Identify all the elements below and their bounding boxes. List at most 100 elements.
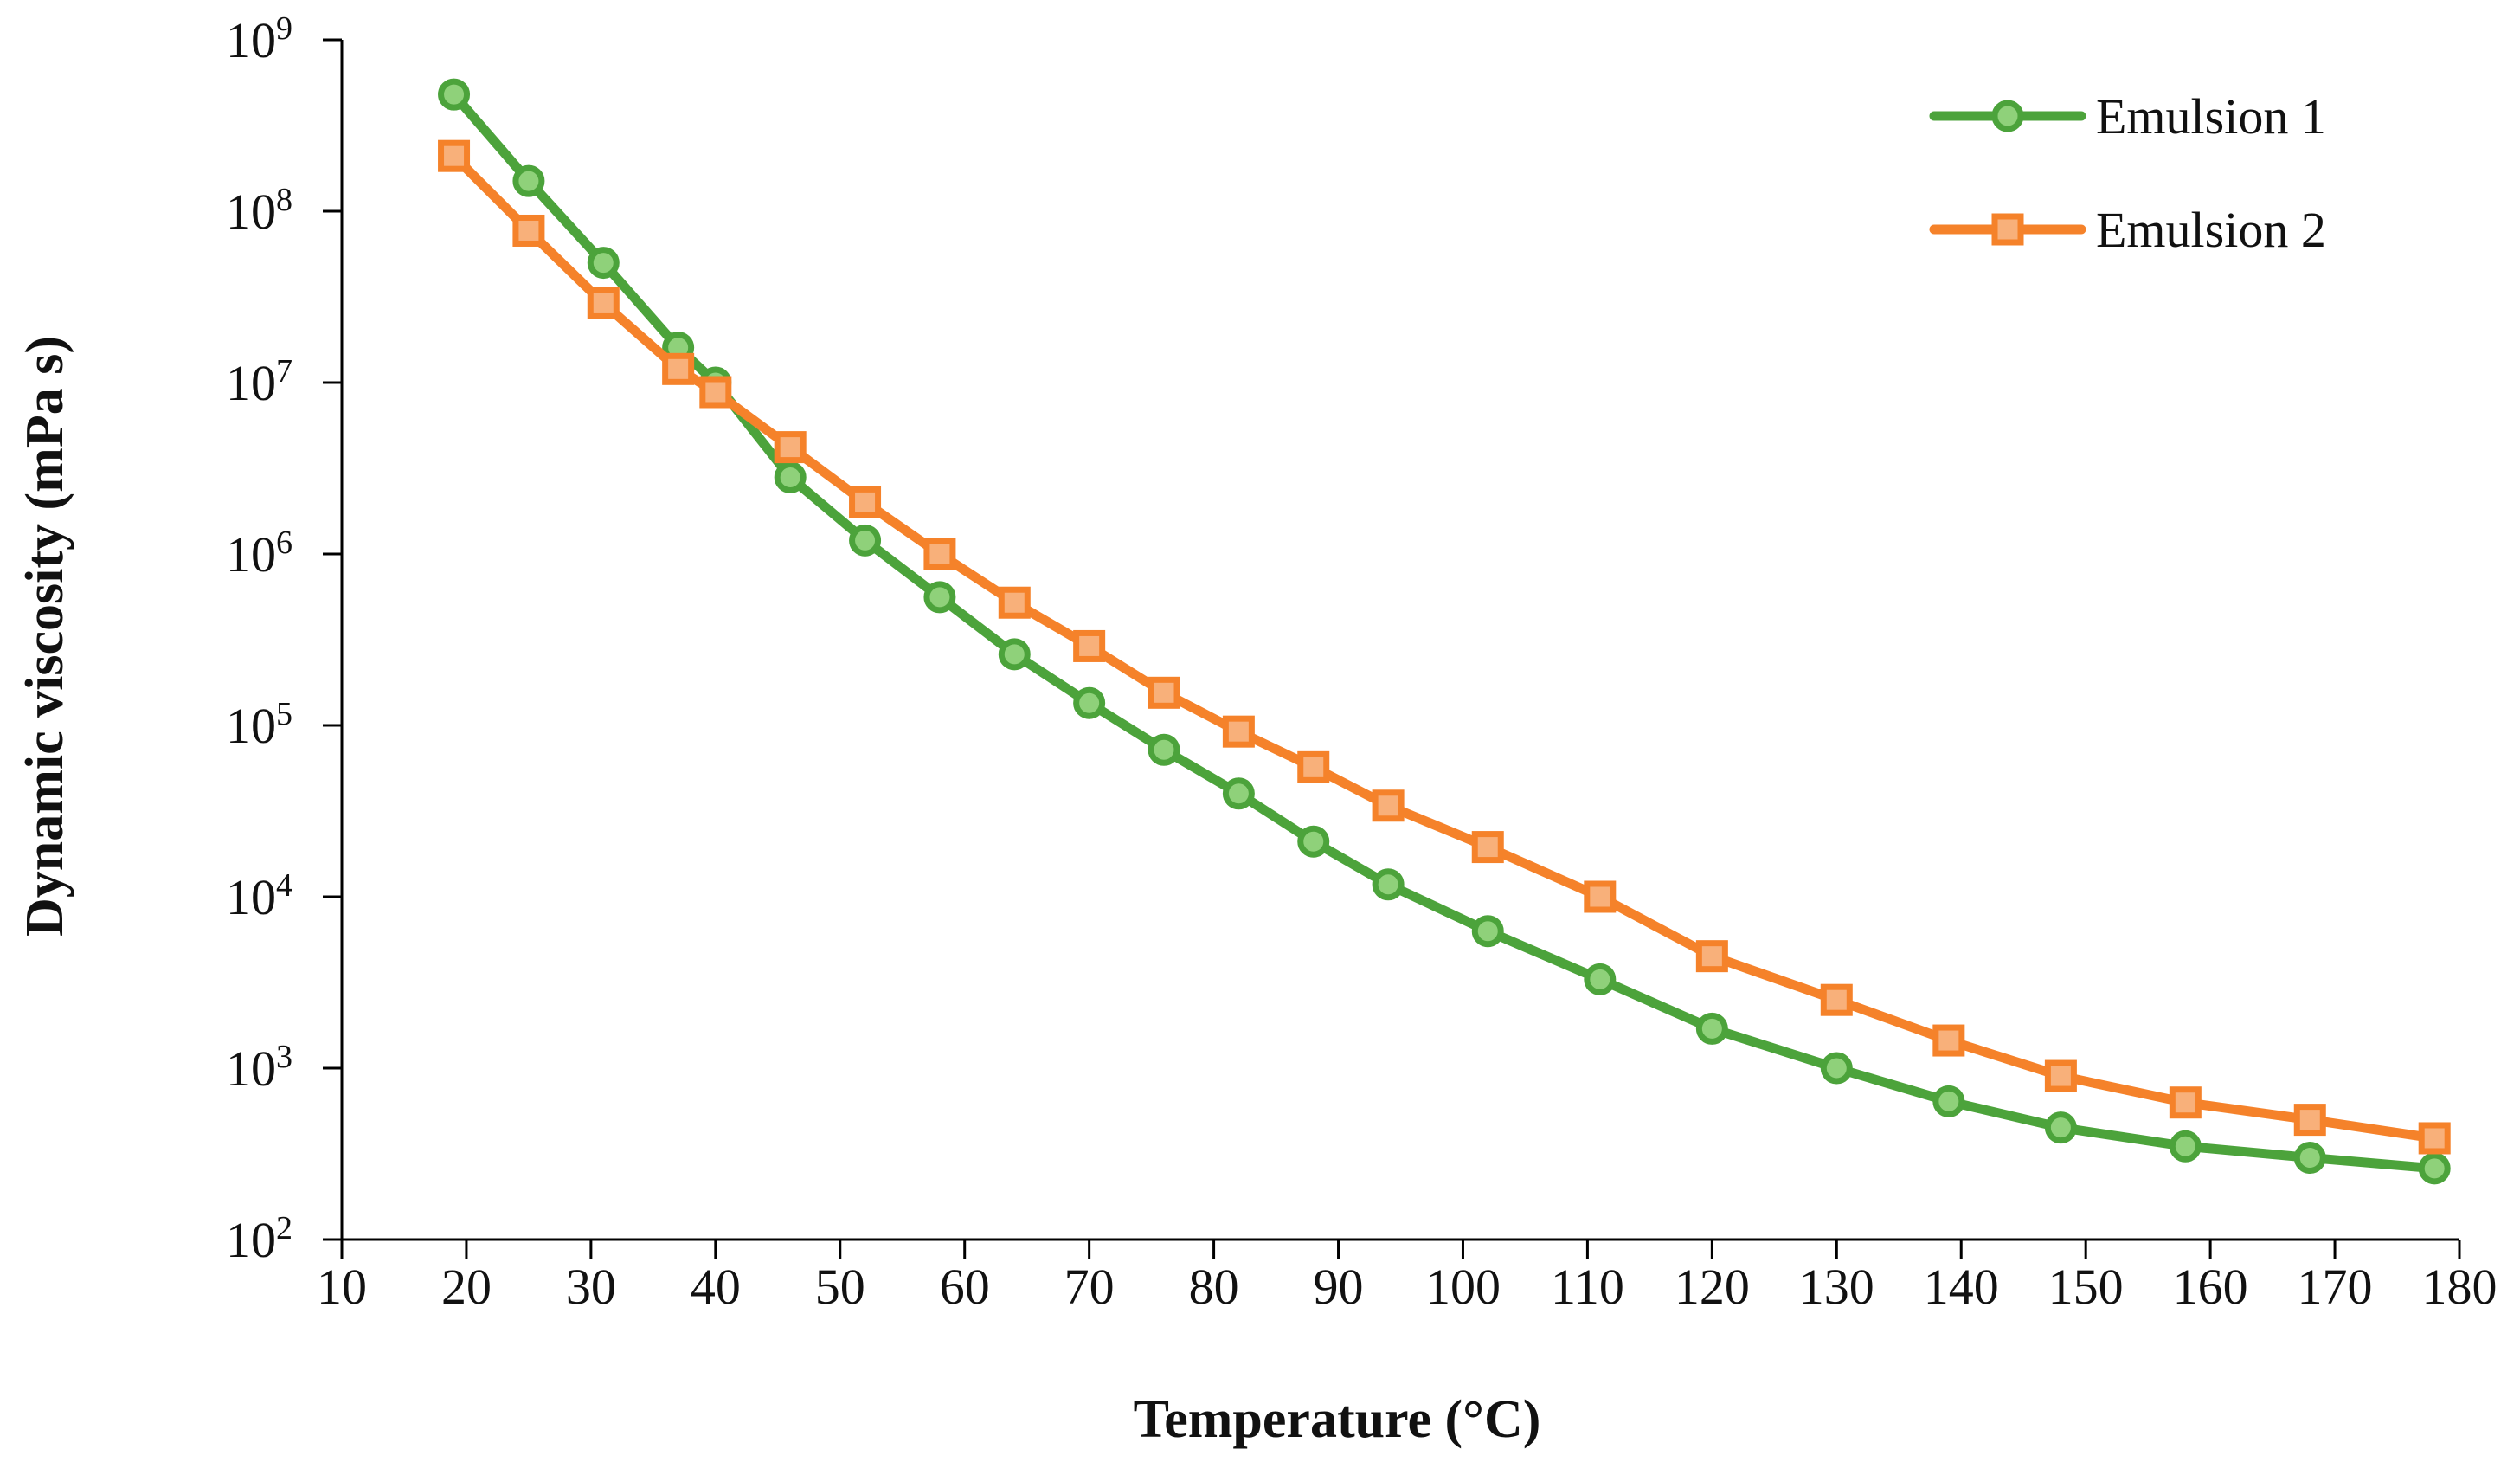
x-tick-label: 20 bbox=[441, 1259, 492, 1315]
y-tick-label: 108 bbox=[226, 182, 292, 240]
legend-item: Emulsion 1 bbox=[1929, 88, 2326, 145]
x-tick-label: 50 bbox=[815, 1259, 865, 1315]
legend-item: Emulsion 2 bbox=[1929, 202, 2326, 258]
x-tick-label: 40 bbox=[691, 1259, 741, 1315]
x-tick-label: 10 bbox=[317, 1259, 367, 1315]
y-tick-label: 109 bbox=[226, 10, 292, 68]
y-tick-exponent: 6 bbox=[276, 525, 292, 561]
x-tick-label: 100 bbox=[1425, 1259, 1501, 1315]
data-point bbox=[1372, 868, 1405, 901]
data-point bbox=[2418, 1152, 2451, 1185]
data-point bbox=[512, 214, 545, 247]
x-tick-label: 60 bbox=[940, 1259, 990, 1315]
data-point bbox=[587, 287, 620, 319]
data-point bbox=[1695, 1012, 1728, 1045]
data-point bbox=[1584, 880, 1617, 913]
x-axis-title: Temperature (°C) bbox=[1134, 1390, 1541, 1449]
data-point bbox=[2293, 1142, 2326, 1175]
data-point bbox=[1820, 983, 1853, 1016]
data-point bbox=[587, 247, 620, 280]
data-point bbox=[1820, 1052, 1853, 1085]
x-ticks-group: 10 20 30 40 50 60 70 80 90 100 110 120 130 140 150 160 1… bbox=[317, 1240, 2498, 1315]
x-tick-label: 150 bbox=[2048, 1259, 2124, 1315]
x-tick-label: 160 bbox=[2173, 1259, 2248, 1315]
x-tick-label: 30 bbox=[566, 1259, 616, 1315]
data-point bbox=[1222, 715, 1255, 748]
data-point bbox=[2044, 1111, 2077, 1144]
data-point bbox=[512, 164, 545, 197]
y-axis-title: Dynamic viscosity (mPa s) bbox=[16, 336, 74, 937]
data-point bbox=[2418, 1122, 2451, 1155]
legend-swatch-marker bbox=[1991, 100, 2024, 132]
y-tick-exponent: 3 bbox=[276, 1039, 292, 1075]
y-tick-label: 105 bbox=[226, 696, 292, 754]
x-tick-label: 120 bbox=[1675, 1259, 1750, 1315]
data-point bbox=[1471, 915, 1504, 948]
data-point bbox=[1222, 777, 1255, 810]
data-point bbox=[1073, 629, 1106, 662]
y-tick-exponent: 5 bbox=[276, 696, 292, 732]
data-point bbox=[1148, 733, 1180, 766]
series-1 bbox=[438, 78, 2451, 1185]
data-point bbox=[849, 486, 882, 518]
data-point bbox=[1297, 825, 1330, 858]
data-point bbox=[438, 78, 471, 111]
data-point bbox=[1695, 940, 1728, 973]
y-tick-base: 10 bbox=[226, 869, 276, 925]
data-point bbox=[774, 431, 807, 464]
data-point bbox=[1297, 750, 1330, 783]
y-tick-exponent: 2 bbox=[276, 1210, 292, 1246]
series-2 bbox=[438, 139, 2451, 1155]
data-point bbox=[699, 376, 732, 409]
data-point bbox=[438, 139, 471, 172]
y-tick-base: 10 bbox=[226, 184, 276, 240]
y-tick-base: 10 bbox=[226, 1212, 276, 1268]
data-point bbox=[1148, 676, 1180, 709]
x-tick-label: 170 bbox=[2298, 1259, 2373, 1315]
y-tick-base: 10 bbox=[226, 355, 276, 411]
data-point bbox=[1372, 789, 1405, 822]
data-point bbox=[2169, 1130, 2202, 1163]
series-layer bbox=[438, 78, 2451, 1185]
data-point bbox=[1073, 686, 1106, 719]
data-point bbox=[2044, 1059, 2077, 1092]
y-tick-base: 10 bbox=[226, 698, 276, 754]
y-tick-label: 104 bbox=[226, 867, 292, 925]
data-point bbox=[849, 524, 882, 557]
x-tick-label: 180 bbox=[2422, 1259, 2498, 1315]
data-point bbox=[774, 460, 807, 493]
y-tick-exponent: 7 bbox=[276, 353, 292, 390]
x-tick-label: 110 bbox=[1551, 1259, 1624, 1315]
x-tick-label: 140 bbox=[1924, 1259, 1999, 1315]
legend-label: Emulsion 1 bbox=[2096, 88, 2326, 145]
data-point bbox=[923, 581, 956, 614]
y-tick-base: 10 bbox=[226, 1040, 276, 1097]
y-tick-base: 10 bbox=[226, 526, 276, 583]
data-point bbox=[1471, 831, 1504, 864]
data-point bbox=[2293, 1104, 2326, 1137]
y-tick-exponent: 9 bbox=[276, 10, 292, 47]
y-tick-label: 106 bbox=[226, 525, 292, 583]
x-tick-label: 130 bbox=[1799, 1259, 1874, 1315]
x-tick-label: 90 bbox=[1314, 1259, 1364, 1315]
data-point bbox=[1932, 1085, 1965, 1117]
legend-label: Emulsion 2 bbox=[2096, 202, 2326, 258]
data-point bbox=[923, 538, 956, 570]
y-tick-base: 10 bbox=[226, 12, 276, 68]
y-tick-label: 107 bbox=[226, 353, 292, 411]
data-point bbox=[998, 586, 1031, 619]
legend: Emulsion 1 Emulsion 2 bbox=[1929, 88, 2326, 258]
data-point bbox=[998, 638, 1031, 671]
y-tick-exponent: 8 bbox=[276, 182, 292, 218]
data-point bbox=[1932, 1024, 1965, 1057]
data-point bbox=[2169, 1086, 2202, 1119]
x-tick-label: 80 bbox=[1189, 1259, 1239, 1315]
legend-swatch-marker bbox=[1991, 213, 2024, 246]
data-point bbox=[1584, 963, 1617, 995]
series-line bbox=[449, 151, 2440, 1143]
axes-group bbox=[340, 40, 2459, 1241]
y-tick-exponent: 4 bbox=[276, 867, 292, 904]
